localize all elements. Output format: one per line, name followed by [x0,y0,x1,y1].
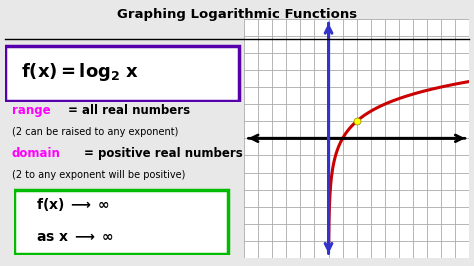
Text: (2 to any exponent will be positive): (2 to any exponent will be positive) [12,169,185,180]
Text: $\mathbf{f(x)\ \longrightarrow\ \infty}$: $\mathbf{f(x)\ \longrightarrow\ \infty}$ [36,196,110,213]
Text: domain: domain [12,147,61,160]
Text: = positive real numbers: = positive real numbers [84,147,243,160]
Text: $\mathbf{as\ x\ \longrightarrow\ \infty}$: $\mathbf{as\ x\ \longrightarrow\ \infty}… [36,230,114,244]
FancyBboxPatch shape [14,190,228,254]
Text: range: range [12,104,50,117]
Text: (2 can be raised to any exponent): (2 can be raised to any exponent) [12,127,178,137]
Text: = all real numbers: = all real numbers [67,104,190,117]
Text: Graphing Logarithmic Functions: Graphing Logarithmic Functions [117,8,357,21]
FancyBboxPatch shape [5,45,239,101]
Text: $\mathbf{f(x) = log_2\ x}$: $\mathbf{f(x) = log_2\ x}$ [21,61,139,84]
